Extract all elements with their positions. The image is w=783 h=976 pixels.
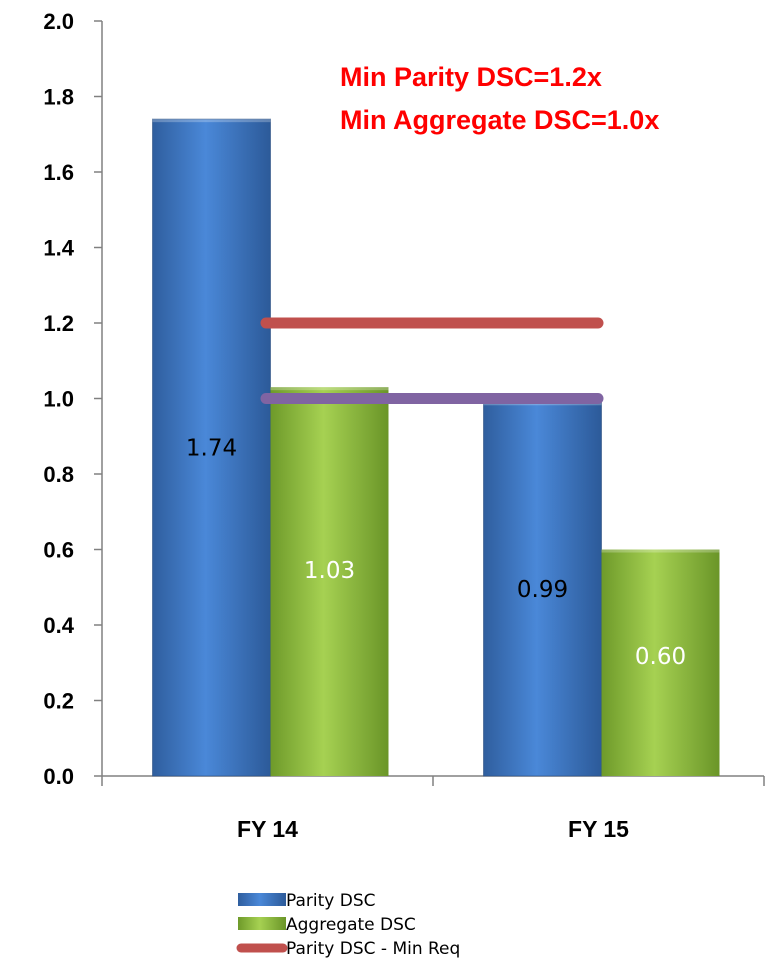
y-tick-label: 1.4 [43, 236, 74, 261]
y-tick-label: 1.2 [43, 311, 74, 336]
data-labels: 1.74 1.03 0.99 0.60 [186, 436, 686, 670]
bar-highlight [601, 549, 720, 553]
bar-highlight [152, 119, 271, 123]
bar-aggregate-dsc [601, 549, 720, 776]
bar-highlight [270, 387, 389, 391]
y-tick-label: 1.0 [43, 387, 74, 412]
y-tick-label: 1.6 [43, 160, 74, 185]
bars [152, 118, 720, 777]
y-tick-label: 0.8 [43, 462, 74, 487]
data-label: 1.74 [186, 436, 237, 462]
data-label: 0.60 [635, 644, 686, 670]
bar-parity-dsc [483, 401, 602, 777]
y-tick-label: 0.6 [43, 538, 74, 563]
legend: Parity DSC Aggregate DSC Parity DSC - Min … [236, 891, 460, 959]
data-label: 1.03 [304, 558, 355, 584]
y-tick-label: 0.4 [43, 613, 74, 638]
legend-label: Parity DSC [286, 891, 376, 911]
x-tick-label: FY 14 [237, 816, 298, 842]
bar-aggregate-dsc [270, 387, 389, 776]
axes: 0.0 0.2 0.4 0.6 0.8 1.0 1.2 1.4 1.6 1.8 2.0 FY 14 FY… [43, 9, 765, 842]
data-label: 0.99 [517, 577, 568, 603]
annotation-text: Min Parity DSC=1.2x [340, 62, 602, 92]
reference-lines [260, 317, 604, 404]
y-tick-label: 0.0 [43, 764, 74, 789]
y-tick-label: 2.0 [43, 9, 74, 34]
legend-label: Aggregate DSC [286, 915, 416, 935]
legend-swatch [238, 917, 286, 930]
bar-parity-dsc [152, 118, 271, 777]
y-tick-label: 1.8 [43, 85, 74, 110]
annotations: Min Parity DSC=1.2x Min Aggregate DSC=1.0… [340, 62, 659, 135]
y-tick-label: 0.2 [43, 689, 74, 714]
x-tick-label: FY 15 [568, 816, 629, 842]
legend-swatch [238, 893, 286, 906]
annotation-text: Min Aggregate DSC=1.0x [340, 105, 659, 135]
legend-label: Parity DSC - Min Req [286, 939, 460, 959]
